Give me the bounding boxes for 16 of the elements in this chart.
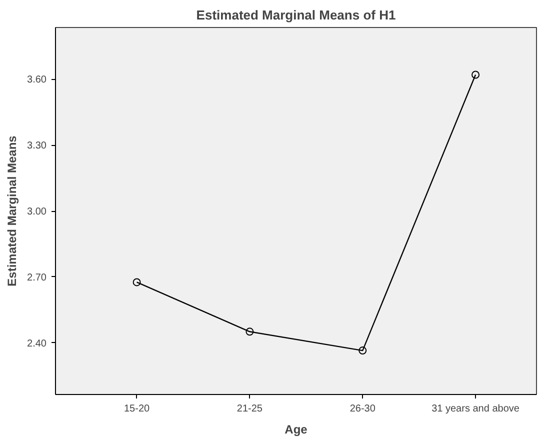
x-tick-label: 31 years and above — [432, 404, 520, 414]
y-tick-label: 3.00 — [27, 206, 47, 218]
point — [358, 346, 367, 355]
y-tick-label: 3.60 — [27, 74, 47, 86]
x-tick-label: 26-30 — [350, 404, 376, 414]
y-tick-label: 3.30 — [27, 140, 47, 152]
point — [472, 70, 480, 79]
chart-title: Estimated Marginal Means of H1 — [196, 8, 396, 22]
y-tick-label: 2.40 — [27, 338, 47, 350]
y-tick-label: 2.70 — [27, 272, 47, 284]
x-tick-label: 21-25 — [236, 404, 263, 414]
y-axis-title: Estimated Marginal Means — [5, 135, 20, 286]
point — [246, 328, 254, 336]
point — [132, 278, 141, 286]
x-tick-label: 15-20 — [124, 404, 150, 414]
x-axis-title: Age — [284, 422, 308, 436]
